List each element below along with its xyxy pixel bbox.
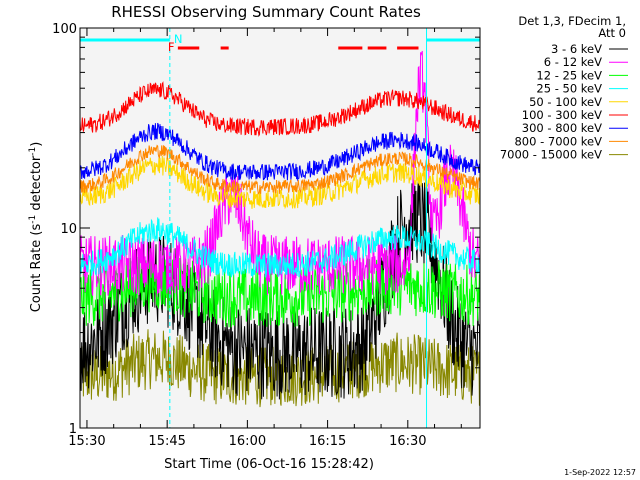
x-tick-label: 16:30 bbox=[389, 434, 426, 449]
legend-header-line-1: Det 1,3, FDecim 1, bbox=[518, 14, 626, 28]
date-stamp: 1-Sep-2022 12:57 bbox=[564, 468, 636, 477]
y-axis-label: Count Rate (s-1 detector-1) bbox=[28, 142, 44, 313]
x-tick-label: 15:30 bbox=[68, 434, 105, 449]
legend-entry-label: 100 - 300 keV bbox=[522, 108, 602, 122]
series-line-7 bbox=[79, 144, 481, 195]
flare-flag-label: F bbox=[168, 40, 175, 54]
y-tick-label: 10 bbox=[60, 222, 77, 237]
legend-entry-label: 7000 - 15000 keV bbox=[500, 148, 602, 162]
night-flag-label: N bbox=[174, 32, 183, 46]
series-line-2 bbox=[79, 252, 481, 328]
x-tick-label: 16:00 bbox=[229, 434, 266, 449]
legend-entry-label: 3 - 6 keV bbox=[551, 42, 602, 56]
x-tick-label: 16:15 bbox=[309, 434, 346, 449]
legend-entry-label: 300 - 800 keV bbox=[522, 121, 602, 135]
series-line-3 bbox=[79, 217, 481, 278]
series-line-1 bbox=[79, 50, 481, 296]
axes-layer: 15:30 15:45 16:00 16:15 16:30 1 10 100 bbox=[52, 22, 480, 449]
series-layer bbox=[79, 50, 481, 408]
x-axis-label: Start Time (06-Oct-16 15:28:42) bbox=[164, 457, 374, 472]
legend-entry-label: 50 - 100 keV bbox=[529, 95, 602, 109]
x-tick-label: 15:45 bbox=[148, 434, 185, 449]
legend-header-line-2: Att 0 bbox=[598, 26, 626, 40]
chart-title: RHESSI Observing Summary Count Rates bbox=[111, 3, 421, 21]
legend-entry-label: 12 - 25 keV bbox=[536, 68, 602, 82]
y-tick-label: 100 bbox=[52, 22, 77, 37]
legend-entry-label: 6 - 12 keV bbox=[544, 55, 602, 69]
y-tick-label: 1 bbox=[69, 422, 77, 437]
series-line-6 bbox=[79, 122, 481, 182]
series-line-4 bbox=[79, 155, 481, 210]
series-line-5 bbox=[79, 81, 481, 137]
legend-entry-label: 25 - 50 keV bbox=[536, 82, 602, 96]
legend-entry-label: 800 - 7000 keV bbox=[514, 134, 602, 148]
